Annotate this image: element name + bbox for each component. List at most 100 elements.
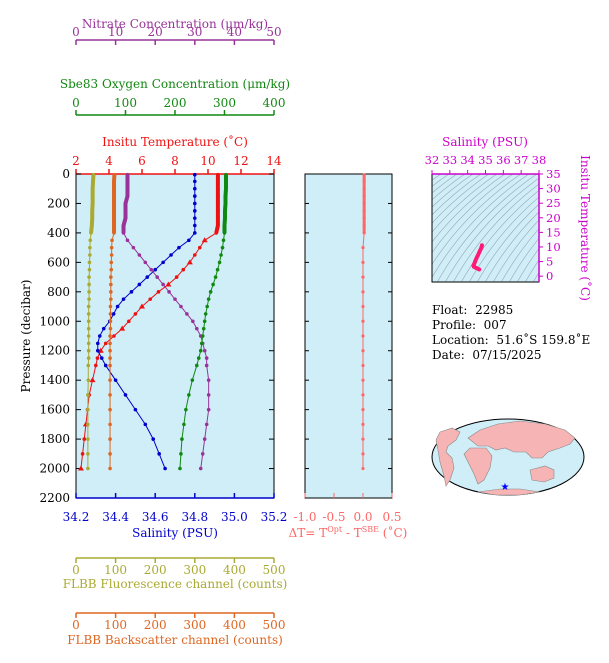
salinity-point [101,326,106,331]
salinity-point [121,297,126,301]
temperature-point [201,237,208,243]
ts-point [479,246,483,250]
salinity-axis-tick-label: 34.6 [142,510,169,524]
nitrate-point [123,216,128,220]
temperature-point [94,363,98,368]
ts-isopycnal-line [432,174,458,194]
pressure-axis: 0 200 400 600 800 1000 1200 1400 1600 1800 2000 220… [39,167,274,505]
nitrate-point [121,223,126,228]
delta-t-point [361,437,365,441]
salinity-point [193,209,197,213]
salinity-axis-label: Salinity (PSU) [132,526,218,540]
backscatter-point [108,378,112,382]
oxygen-axis-tick-label: 200 [164,96,187,110]
ts-x-tick-label: 37 [514,153,529,167]
delta-t-point [361,304,365,309]
oxygen-point [223,201,228,206]
delta-t-point [361,246,365,250]
delta-t-point [362,231,366,235]
backscatter-point [109,253,114,257]
ts-x-tick-label: 33 [443,153,458,167]
backscatter-axis-tick-label: 200 [144,618,167,632]
backscatter-point [108,393,112,397]
backscatter-point [109,297,113,301]
ts-point [477,267,481,271]
backscatter-point [108,304,113,309]
backscatter-point [112,209,116,213]
delta-t-point [361,319,365,323]
fluorescence-point [88,253,92,257]
delta-t-point [362,187,366,191]
nitrate-axis-tick-label: 20 [148,25,163,39]
temperature-point [103,341,108,346]
backscatter-axis-tick-label: 100 [104,618,127,632]
backscatter-point [108,326,113,331]
ts-isopycnal-line [437,174,538,282]
ts-x-tick-label: 35 [478,153,493,167]
ts-x-tick-label: 38 [532,153,547,167]
delta-t-panel [304,173,393,499]
fluorescence-axis-tick-label: 300 [183,563,206,577]
temperature-point [214,231,219,235]
fluorescence-point [86,466,90,471]
temperature-point [216,172,220,177]
backscatter-point [110,238,114,243]
backscatter-point [108,312,113,316]
nitrate-point [185,312,189,316]
oxygen-point [201,326,206,331]
ts-salinity-label: Salinity (PSU) [442,135,528,149]
fluorescence-point [90,223,94,228]
backscatter-point [108,407,112,412]
temperature-point [127,319,131,324]
temperature-axis-tick-label: 10 [200,154,215,168]
ts-isopycnal-line [461,190,539,282]
backscatter-point [108,334,112,338]
fluorescence-point [86,437,90,441]
temperature-point [112,334,116,338]
salinity-axis-tick-label: 34.2 [63,510,90,524]
ts-isopycnal-line [432,174,442,181]
salinity-point [151,437,156,441]
backscatter-point [108,437,112,441]
fluorescence-point [90,186,95,191]
ts-isopycnal-line [432,174,530,279]
backscatter-point [112,201,116,206]
ts-isopycnal-line [493,219,539,282]
backscatter-point [112,223,116,228]
temperature-point [216,216,220,220]
delta-t-point [361,349,365,353]
fluorescence-point [86,319,91,324]
oxygen-point [194,363,199,368]
delta-t-tick-label: -0.5 [322,510,345,524]
delta-t-point [361,334,365,338]
ts-point [476,252,480,256]
oxygen-point [205,304,209,309]
ts-isopycnal-line [445,177,539,282]
nitrate-point [167,290,171,294]
nitrate-point [206,378,211,382]
temperature-point [156,290,161,294]
profile-series [77,172,228,471]
oxygen-point [221,238,226,243]
location-row: Location: 51.6˚S 159.8˚E [432,333,591,347]
nitrate-point [137,253,142,257]
nitrate-point [125,186,130,191]
nitrate-axis-tick-label: 40 [227,25,242,39]
oxygen-point [224,179,228,184]
delta-t-point [362,194,366,198]
ts-y-tick-label: 5 [546,255,553,269]
salinity-point [95,348,100,353]
map-antarctica [477,488,541,496]
pressure-tick-label: 1400 [39,373,70,387]
ts-y-tick-label: 35 [546,167,561,181]
salinity-point [193,194,197,198]
nitrate-axis: 0 10 20 30 40 50 [72,25,282,45]
nitrate-point [204,422,209,427]
salinity-point [169,253,173,257]
ts-y-tick-label: 15 [546,225,561,239]
fluorescence-axis-tick-label: 0 [72,563,80,577]
salinity-point [177,245,181,250]
oxygen-point [184,407,188,412]
nitrate-point [206,393,211,397]
delta-t-point [362,223,366,228]
